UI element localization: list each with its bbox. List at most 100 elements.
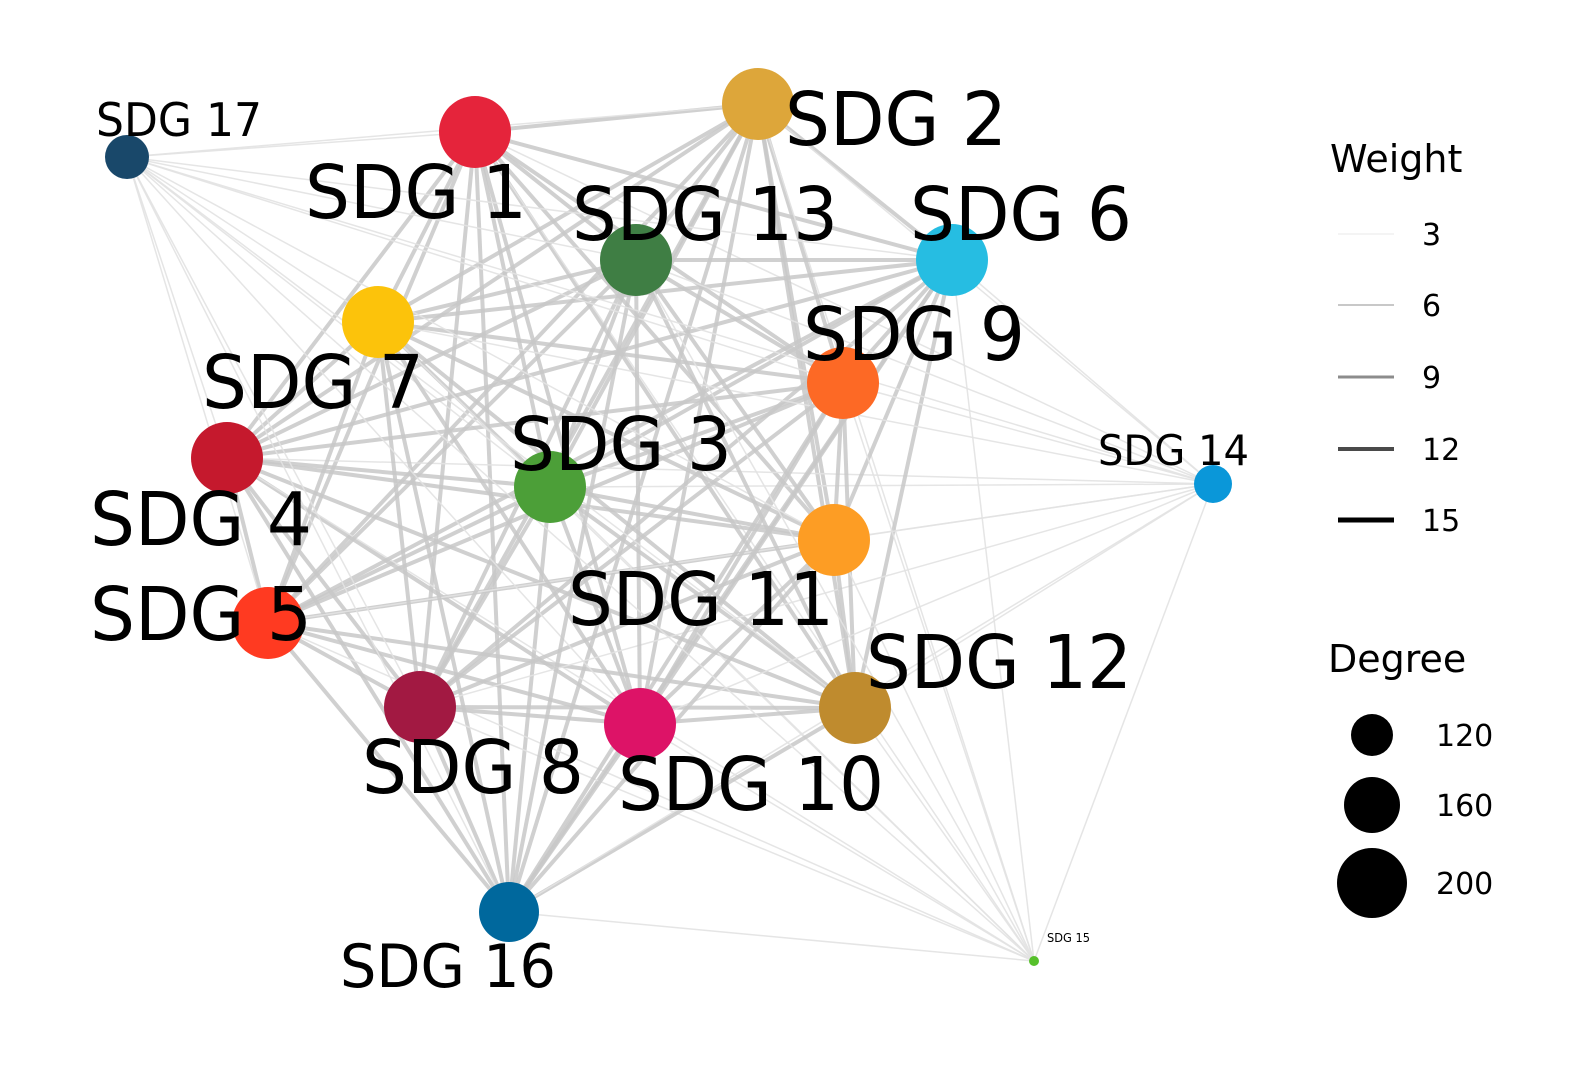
edge-SDG7-SDG11: [377, 320, 835, 542]
edge-SDG11-SDG15: [833, 539, 1035, 962]
weight-legend-label-3: 3: [1422, 218, 1441, 253]
edge-SDG3-SDG12: [548, 485, 857, 710]
edge-SDG14-SDG17: [126, 156, 1214, 485]
node-label-sdg-16: SDG 16: [340, 932, 556, 1002]
edge-SDG2-SDG8: [418, 103, 760, 708]
edge-SDG2-SDG15: [757, 103, 1035, 962]
edge-SDG2-SDG6: [756, 102, 954, 262]
edge-SDG8-SDG17: [126, 156, 421, 708]
edge-SDG15-SDG17: [126, 156, 1035, 962]
edge-SDG6-SDG17: [126, 156, 953, 261]
edge-SDG10-SDG11: [638, 538, 836, 726]
edge-SDG10-SDG14: [639, 483, 1214, 725]
edge-SDG13-SDG14: [635, 259, 1214, 485]
degree-legend: Degree 120 160 200: [1328, 637, 1493, 918]
node-sdg-12[interactable]: [819, 672, 891, 744]
edge-SDG5-SDG12: [267, 621, 856, 710]
node-label-sdg-10: SDG 10: [618, 742, 884, 828]
edge-SDG4-SDG9: [226, 381, 844, 460]
degree-legend-circle-120: [1351, 714, 1393, 756]
node-sdg-15[interactable]: [1029, 956, 1039, 966]
node-sdg-6[interactable]: [916, 224, 988, 296]
node-label-sdg-11: SDG 11: [568, 557, 834, 643]
nodes-layer: [105, 68, 1232, 966]
node-sdg-5[interactable]: [232, 587, 304, 659]
edge-SDG3-SDG11: [549, 485, 835, 542]
node-sdg-2[interactable]: [722, 68, 794, 140]
node-sdg-17[interactable]: [105, 135, 149, 179]
node-sdg-8[interactable]: [384, 671, 456, 743]
edge-SDG6-SDG7: [377, 258, 953, 324]
edge-SDG5-SDG15: [267, 622, 1035, 962]
edge-SDG8-SDG16: [418, 706, 511, 913]
node-sdg-1[interactable]: [439, 96, 511, 168]
edge-SDG7-SDG17: [126, 156, 379, 323]
edge-SDG7-SDG16: [376, 321, 511, 913]
weight-legend-label-6: 6: [1422, 289, 1441, 324]
edge-SDG3-SDG17: [126, 156, 551, 488]
edge-SDG7-SDG13: [377, 258, 637, 324]
weight-legend-label-9: 9: [1422, 361, 1441, 396]
edge-SDG1-SDG15: [474, 131, 1035, 962]
edge-SDG11-SDG17: [126, 156, 835, 541]
edge-SDG11-SDG14: [833, 483, 1214, 541]
node-label-sdg-9: SDG 9: [803, 292, 1025, 378]
edge-SDG10-SDG17: [126, 156, 641, 725]
edge-SDG6-SDG11: [832, 259, 954, 541]
edge-SDG15-SDG16: [508, 911, 1035, 962]
edge-SDG9-SDG14: [842, 382, 1214, 485]
edge-SDG3-SDG13: [548, 259, 638, 488]
node-label-sdg-6: SDG 6: [910, 172, 1132, 258]
edge-SDG4-SDG8: [225, 456, 422, 709]
edge-SDG8-SDG11: [419, 538, 835, 709]
edge-SDG1-SDG8: [418, 131, 477, 708]
node-label-sdg-15: SDG 15: [1047, 931, 1090, 945]
edge-SDG7-SDG9: [377, 320, 844, 385]
edge-SDG13-SDG15: [635, 259, 1035, 962]
node-sdg-3[interactable]: [514, 451, 586, 523]
edge-SDG2-SDG12: [756, 103, 857, 709]
node-sdg-14[interactable]: [1194, 465, 1232, 503]
edge-SDG3-SDG16: [507, 486, 552, 913]
weight-legend-title: Weight: [1330, 137, 1462, 181]
node-sdg-11[interactable]: [798, 504, 870, 576]
edge-SDG9-SDG15: [842, 382, 1035, 962]
node-sdg-4[interactable]: [191, 422, 263, 494]
node-sdg-10[interactable]: [604, 688, 676, 760]
node-label-sdg-4: SDG 4: [90, 477, 312, 563]
weight-legend: Weight 3 6 9 12 15: [1330, 137, 1462, 539]
edge-SDG6-SDG8: [418, 258, 954, 709]
edge-SDG7-SDG12: [376, 320, 857, 710]
edge-SDG2-SDG14: [757, 103, 1214, 485]
edge-SDG4-SDG13: [226, 258, 637, 460]
node-label-sdg-17: SDG 17: [96, 93, 262, 147]
edge-SDG7-SDG14: [377, 321, 1214, 485]
edge-SDG10-SDG16: [507, 722, 642, 914]
edge-SDG1-SDG10: [473, 131, 642, 725]
edge-SDG1-SDG4: [225, 130, 477, 460]
edge-SDG5-SDG13: [266, 258, 638, 625]
edge-SDG1-SDG6: [474, 130, 953, 262]
edge-SDG4-SDG16: [225, 456, 511, 914]
edge-SDG2-SDG9: [756, 103, 845, 384]
node-sdg-7[interactable]: [342, 286, 414, 358]
edge-SDG12-SDG14: [854, 483, 1214, 709]
edge-SDG12-SDG15: [854, 707, 1035, 962]
weight-legend-label-12: 12: [1422, 433, 1460, 468]
edge-SDG14-SDG15: [1033, 483, 1214, 962]
edge-SDG7-SDG15: [377, 321, 1035, 962]
edge-SDG4-SDG10: [225, 456, 642, 726]
node-sdg-13[interactable]: [600, 224, 672, 296]
edge-SDG8-SDG14: [419, 483, 1214, 708]
edge-SDG6-SDG12: [853, 259, 954, 709]
edge-SDG9-SDG17: [126, 156, 844, 384]
node-label-sdg-13: SDG 13: [572, 172, 838, 258]
edge-SDG5-SDG17: [126, 156, 269, 624]
edge-SDG4-SDG17: [126, 156, 228, 459]
edge-SDG10-SDG13: [634, 259, 642, 725]
edge-SDG1-SDG3: [473, 131, 552, 488]
node-sdg-16[interactable]: [479, 882, 539, 942]
edge-SDG3-SDG4: [226, 456, 551, 489]
degree-legend-circle-160: [1344, 777, 1400, 833]
node-sdg-9[interactable]: [807, 347, 879, 419]
